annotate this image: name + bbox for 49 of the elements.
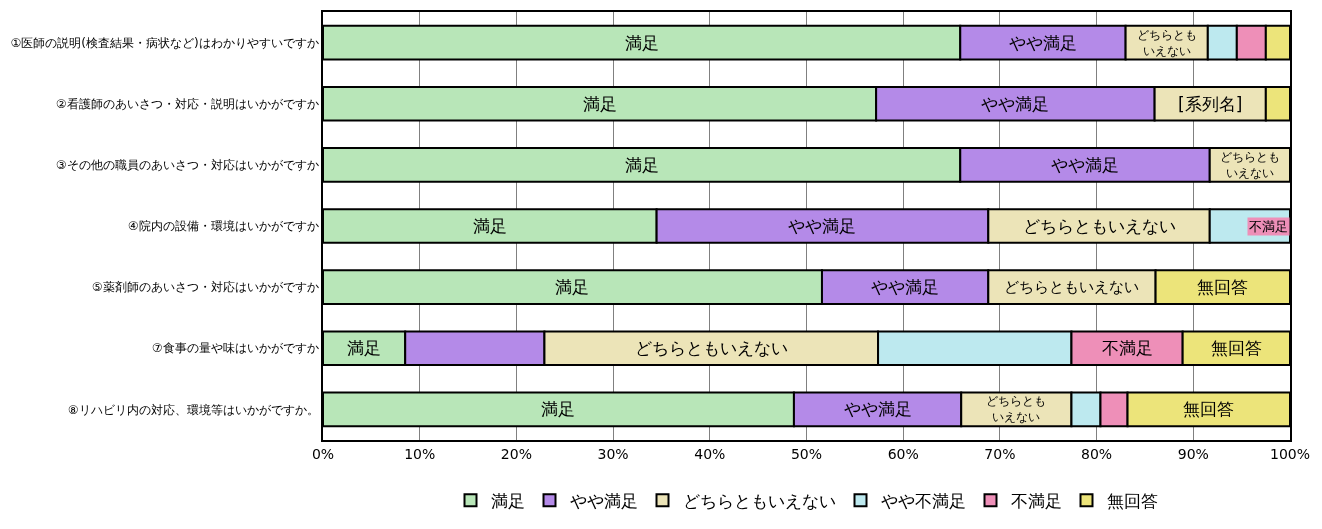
data-label: どちらともいえない bbox=[1137, 28, 1197, 58]
x-tick-label: 90% bbox=[1177, 445, 1209, 462]
data-label: やや満足 bbox=[871, 277, 939, 297]
y-tick-label: ④院内の設備・環境はいかがですか bbox=[127, 219, 319, 234]
data-label: どちらともいえない bbox=[1220, 150, 1280, 180]
data-label: 満足 bbox=[625, 155, 659, 175]
x-tick-label: 50% bbox=[790, 445, 823, 462]
legend-label: 不満足 bbox=[1010, 490, 1062, 511]
data-label: やや満足 bbox=[788, 216, 856, 236]
data-label: 満足 bbox=[555, 277, 589, 297]
data-label: [系列名] bbox=[1178, 94, 1243, 114]
data-label: 満足 bbox=[347, 338, 381, 358]
legend-label: やや不満足 bbox=[880, 490, 966, 511]
x-tick-label: 0% bbox=[311, 445, 335, 462]
data-label: どちらともいえない bbox=[635, 338, 788, 358]
y-tick-label: ⑦食事の量や味はいかがですか bbox=[151, 341, 319, 356]
x-tick-label: 10% bbox=[404, 445, 436, 462]
legend-label: どちらともいえない bbox=[682, 490, 836, 511]
data-label: 無回答 bbox=[1211, 338, 1262, 358]
data-label: 無回答 bbox=[1183, 399, 1234, 419]
y-tick-label: ⑤薬剤師のあいさつ・対応はいかがですか bbox=[91, 280, 319, 295]
data-label: どちらともいえない bbox=[986, 394, 1046, 424]
data-label: 満足 bbox=[583, 94, 617, 114]
y-tick-label: ②看護師のあいさつ・対応・説明はいかがですか bbox=[55, 96, 319, 111]
data-label: どちらともいえない bbox=[1004, 278, 1139, 296]
data-label: やや満足 bbox=[981, 94, 1049, 114]
data-label: やや満足 bbox=[1009, 33, 1077, 53]
y-tick-label: ③その他の職員のあいさつ・対応はいかがですか bbox=[55, 158, 319, 173]
data-label: 満足 bbox=[625, 33, 659, 53]
data-label: 満足 bbox=[541, 399, 575, 419]
x-tick-label: 100% bbox=[1269, 445, 1311, 462]
data-label: 満足 bbox=[473, 216, 507, 236]
x-tick-label: 60% bbox=[887, 445, 919, 462]
data-label: 不満足 bbox=[1102, 338, 1153, 358]
x-tick-label: 70% bbox=[984, 445, 1016, 462]
x-tick-label: 80% bbox=[1081, 445, 1113, 462]
x-tick-label: 30% bbox=[597, 445, 629, 462]
y-tick-label: ⑧リハビリ内の対応、環境等はいかがですか。 bbox=[67, 402, 319, 417]
legend-label: 無回答 bbox=[1106, 490, 1158, 511]
x-tick-label: 20% bbox=[500, 445, 532, 462]
data-label: 不満足 bbox=[1249, 219, 1288, 234]
data-label: 無回答 bbox=[1197, 277, 1248, 297]
data-label: やや満足 bbox=[844, 399, 912, 419]
legend-label: 満足 bbox=[490, 490, 525, 511]
y-tick-label: ①医師の説明(検査結果・病状など)はわかりやすいですか bbox=[10, 35, 319, 50]
data-label: どちらともいえない bbox=[1023, 216, 1176, 236]
x-tick-label: 40% bbox=[694, 445, 726, 462]
data-label: やや満足 bbox=[1051, 155, 1119, 175]
legend-label: やや満足 bbox=[569, 490, 638, 511]
